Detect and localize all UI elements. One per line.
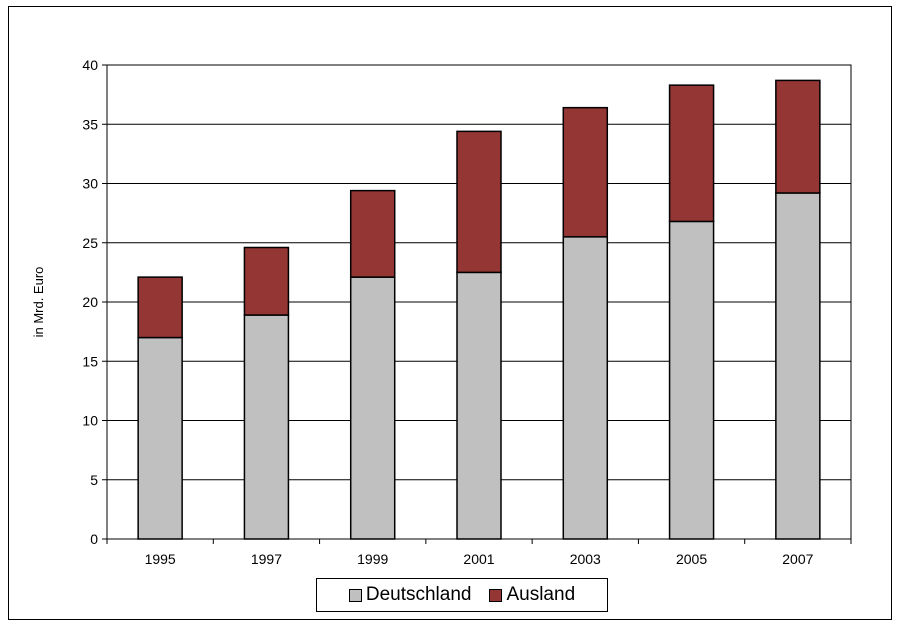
bar-ausland-1999	[349, 189, 396, 278]
legend-swatch-ausland	[489, 588, 503, 602]
y-tick-label: 40	[82, 57, 98, 73]
x-tick-label: 2007	[782, 551, 813, 567]
legend-item-ausland: Ausland	[489, 584, 575, 606]
y-tick-labels: 0 5 10 15 20 25 30 35 40	[82, 57, 98, 547]
y-tick-label: 25	[82, 235, 98, 251]
legend-item-deutschland: Deutschland	[348, 584, 472, 606]
x-tick-label: 2005	[676, 551, 707, 567]
bar-deutschland-2001	[456, 271, 502, 540]
x-tick-labels: 1995 1997 1999 2001 2003 2005 2007	[145, 551, 814, 567]
bar-deutschland-1997	[243, 314, 290, 540]
bar-ausland-2007	[775, 79, 821, 194]
y-tick-label: 20	[82, 294, 98, 310]
x-tick-label: 1997	[251, 551, 282, 567]
bar-ausland-1995	[137, 276, 183, 339]
y-tick-label: 5	[90, 472, 98, 488]
bar-deutschland-2007	[775, 192, 821, 540]
x-tick-label: 1995	[145, 551, 176, 567]
bar-ausland-2001	[456, 130, 502, 274]
y-tick-label: 30	[82, 176, 98, 192]
bars	[137, 79, 821, 540]
y-tick-label: 35	[82, 116, 98, 132]
axes	[102, 64, 852, 544]
x-tick-label: 2003	[570, 551, 601, 567]
y-tick-label: 10	[82, 413, 98, 429]
bar-ausland-1997	[243, 246, 290, 316]
plot-area-border	[106, 64, 852, 540]
bar-deutschland-2003	[562, 236, 609, 540]
legend-swatch-deutschland	[348, 588, 362, 602]
y-axis-label: in Mrd. Euro	[31, 267, 46, 338]
y-tick-label: 15	[82, 353, 98, 369]
bar-ausland-2003	[562, 106, 609, 238]
bar-deutschland-1999	[349, 276, 396, 540]
legend-label-ausland: Ausland	[506, 584, 576, 605]
bar-deutschland-2005	[668, 220, 715, 540]
legend: Deutschland Ausland	[316, 578, 608, 612]
bar-deutschland-1995	[137, 336, 183, 540]
y-tick-label: 0	[90, 531, 98, 547]
x-tick-label: 2001	[463, 551, 494, 567]
bar-ausland-2005	[668, 84, 715, 223]
legend-label-deutschland: Deutschland	[365, 584, 472, 605]
x-tick-label: 1999	[357, 551, 388, 567]
